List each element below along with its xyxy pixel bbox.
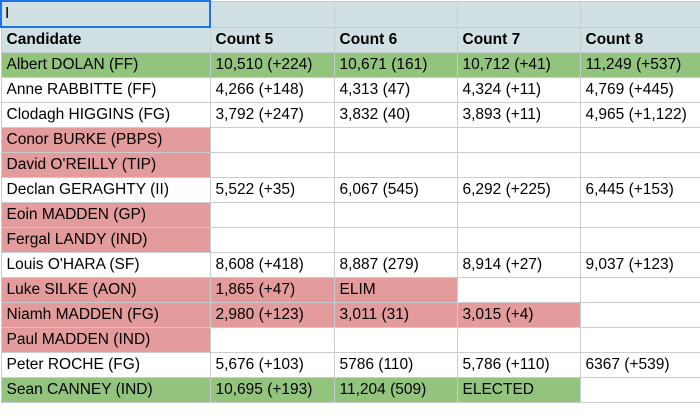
count-value-cell[interactable] xyxy=(333,152,458,178)
header-row: Candidate Count 5 Count 6 Count 7 Count … xyxy=(0,26,700,53)
candidate-row: Niamh MADDEN (FG) 2,980 (+123) 3,011 (31) 3… xyxy=(0,302,700,328)
count-value-cell[interactable]: 10,712 (+41) xyxy=(456,52,581,78)
empty-cell[interactable] xyxy=(579,0,700,28)
candidate-name-cell[interactable]: Paul MADDEN (IND) xyxy=(0,327,211,353)
empty-cell[interactable] xyxy=(456,0,581,28)
count-value-cell[interactable]: 6,292 (+225) xyxy=(456,177,581,203)
candidate-name-cell[interactable]: Eoin MADDEN (GP) xyxy=(0,202,211,228)
count-value-cell[interactable] xyxy=(456,202,581,228)
count-value-cell[interactable]: ELIM xyxy=(333,277,458,303)
count-value-cell[interactable]: 10,510 (+224) xyxy=(209,52,335,78)
count-value-cell[interactable] xyxy=(579,327,700,353)
count-value-cell[interactable]: 4,266 (+148) xyxy=(209,77,335,103)
count-value-cell[interactable]: ELECTED xyxy=(456,377,581,403)
candidate-row: Conor BURKE (PBPS) xyxy=(0,127,700,153)
count-value-cell[interactable] xyxy=(333,202,458,228)
count-value-cell[interactable]: 9,037 (+123) xyxy=(579,252,700,278)
count-value-cell[interactable]: 6367 (+539) xyxy=(579,352,700,378)
count-header[interactable]: Count 8 xyxy=(579,26,700,53)
count-value-cell[interactable]: 3,832 (40) xyxy=(333,102,458,128)
candidate-row: Paul MADDEN (IND) xyxy=(0,327,700,353)
selected-cell[interactable]: I xyxy=(0,0,211,28)
count-value-cell[interactable]: 6,445 (+153) xyxy=(579,177,700,203)
count-value-cell[interactable] xyxy=(209,327,335,353)
candidate-name-cell[interactable]: Luke SILKE (AON) xyxy=(0,277,211,303)
count-value-cell[interactable] xyxy=(579,302,700,328)
empty-cell[interactable] xyxy=(333,0,458,28)
count-header[interactable]: Count 7 xyxy=(456,26,581,53)
count-header[interactable]: Count 5 xyxy=(209,26,335,53)
count-value-cell[interactable]: 3,792 (+247) xyxy=(209,102,335,128)
count-value-cell[interactable]: 6,067 (545) xyxy=(333,177,458,203)
count-value-cell[interactable] xyxy=(456,127,581,153)
candidate-name-cell[interactable]: Clodagh HIGGINS (FG) xyxy=(0,102,211,128)
count-value-cell[interactable]: 10,695 (+193) xyxy=(209,377,335,403)
candidate-name-cell[interactable]: Anne RABBITTE (FF) xyxy=(0,77,211,103)
candidate-name-cell[interactable]: Albert DOLAN (FF) xyxy=(0,52,211,78)
count-value-cell[interactable] xyxy=(456,327,581,353)
count-value-cell[interactable] xyxy=(456,152,581,178)
candidate-row: Louis O'HARA (SF) 8,608 (+418) 8,887 (279)… xyxy=(0,252,700,278)
count-value-cell[interactable]: 3,015 (+4) xyxy=(456,302,581,328)
candidate-row: Peter ROCHE (FG) 5,676 (+103) 5786 (110) 5,… xyxy=(0,352,700,378)
count-value-cell[interactable]: 8,887 (279) xyxy=(333,252,458,278)
candidate-row: Luke SILKE (AON) 1,865 (+47) ELIM xyxy=(0,277,700,303)
count-value-cell[interactable] xyxy=(209,227,335,253)
count-value-cell[interactable] xyxy=(333,127,458,153)
count-value-cell[interactable] xyxy=(333,327,458,353)
count-value-cell[interactable] xyxy=(209,152,335,178)
count-value-cell[interactable] xyxy=(579,127,700,153)
count-value-cell[interactable]: 4,769 (+445) xyxy=(579,77,700,103)
candidate-row: Albert DOLAN (FF) 10,510 (+224) 10,671 (16… xyxy=(0,52,700,78)
count-value-cell[interactable]: 8,914 (+27) xyxy=(456,252,581,278)
candidate-row: Sean CANNEY (IND) 10,695 (+193) 11,204 (50… xyxy=(0,377,700,403)
count-value-cell[interactable]: 4,313 (47) xyxy=(333,77,458,103)
candidate-header[interactable]: Candidate xyxy=(0,26,211,53)
candidate-row: Eoin MADDEN (GP) xyxy=(0,202,700,228)
candidate-name-cell[interactable]: Niamh MADDEN (FG) xyxy=(0,302,211,328)
count-value-cell[interactable]: 5,676 (+103) xyxy=(209,352,335,378)
candidate-row: Fergal LANDY (IND) xyxy=(0,227,700,253)
count-value-cell[interactable]: 3,011 (31) xyxy=(333,302,458,328)
count-value-cell[interactable]: 8,608 (+418) xyxy=(209,252,335,278)
count-value-cell[interactable] xyxy=(209,202,335,228)
count-value-cell[interactable]: 5786 (110) xyxy=(333,352,458,378)
candidate-name-cell[interactable]: Sean CANNEY (IND) xyxy=(0,377,211,403)
count-value-cell[interactable]: 11,204 (509) xyxy=(333,377,458,403)
count-value-cell[interactable] xyxy=(209,127,335,153)
candidate-row: Clodagh HIGGINS (FG) 3,792 (+247) 3,832 (4… xyxy=(0,102,700,128)
count-value-cell[interactable] xyxy=(579,377,700,403)
candidate-row: Declan GERAGHTY (II) 5,522 (+35) 6,067 (54… xyxy=(0,177,700,203)
candidate-name-cell[interactable]: Peter ROCHE (FG) xyxy=(0,352,211,378)
count-value-cell[interactable] xyxy=(579,227,700,253)
candidate-name-cell[interactable]: David O'REILLY (TIP) xyxy=(0,152,211,178)
candidate-row: David O'REILLY (TIP) xyxy=(0,152,700,178)
count-value-cell[interactable]: 5,786 (+110) xyxy=(456,352,581,378)
candidate-row: Anne RABBITTE (FF) 4,266 (+148) 4,313 (47)… xyxy=(0,77,700,103)
count-value-cell[interactable] xyxy=(456,277,581,303)
count-header[interactable]: Count 6 xyxy=(333,26,458,53)
count-value-cell[interactable] xyxy=(333,227,458,253)
count-value-cell[interactable] xyxy=(456,227,581,253)
count-value-cell[interactable] xyxy=(579,277,700,303)
count-value-cell[interactable] xyxy=(579,202,700,228)
count-value-cell[interactable]: 5,522 (+35) xyxy=(209,177,335,203)
empty-cell[interactable] xyxy=(209,0,335,28)
count-value-cell[interactable]: 2,980 (+123) xyxy=(209,302,335,328)
count-value-cell[interactable]: 10,671 (161) xyxy=(333,52,458,78)
candidate-name-cell[interactable]: Fergal LANDY (IND) xyxy=(0,227,211,253)
count-value-cell[interactable]: 1,865 (+47) xyxy=(209,277,335,303)
count-value-cell[interactable]: 4,965 (+1,122) xyxy=(579,102,700,128)
input-row: I xyxy=(0,0,700,28)
count-value-cell[interactable]: 4,324 (+11) xyxy=(456,77,581,103)
count-value-cell[interactable]: 11,249 (+537) xyxy=(579,52,700,78)
count-value-cell[interactable] xyxy=(579,152,700,178)
candidate-name-cell[interactable]: Conor BURKE (PBPS) xyxy=(0,127,211,153)
candidate-name-cell[interactable]: Louis O'HARA (SF) xyxy=(0,252,211,278)
count-value-cell[interactable]: 3,893 (+11) xyxy=(456,102,581,128)
candidate-name-cell[interactable]: Declan GERAGHTY (II) xyxy=(0,177,211,203)
count-results-table: I Candidate Count 5 Count 6 Count 7 Coun… xyxy=(0,0,700,403)
